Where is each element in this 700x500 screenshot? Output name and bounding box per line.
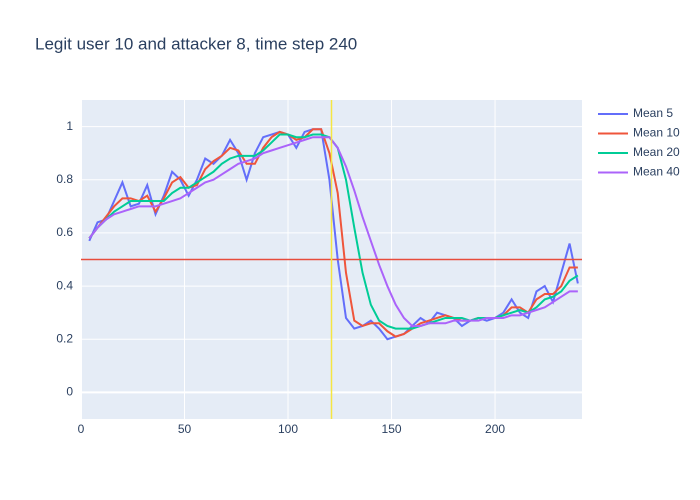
x-tick-label: 50 <box>178 422 192 436</box>
series-line <box>88 136 578 327</box>
x-tick-label: 150 <box>382 422 402 436</box>
x-tick-label: 200 <box>485 422 505 436</box>
legend-label: Mean 20 <box>633 145 680 159</box>
y-tick-label: 1 <box>66 119 73 133</box>
legend-label: Mean 5 <box>633 106 673 120</box>
y-tick-label: 0.8 <box>56 172 73 186</box>
legend-label: Mean 40 <box>633 165 680 179</box>
x-tick-label: 100 <box>278 422 298 436</box>
y-tick-label: 0.6 <box>56 225 73 239</box>
y-tick-label: 0 <box>66 385 73 399</box>
y-tick-label: 0.2 <box>56 331 73 345</box>
x-tick-label: 0 <box>78 422 85 436</box>
chart-title: Legit user 10 and attacker 8, time step … <box>35 34 357 53</box>
y-tick-label: 0.4 <box>56 278 73 292</box>
legend-label: Mean 10 <box>633 126 680 140</box>
